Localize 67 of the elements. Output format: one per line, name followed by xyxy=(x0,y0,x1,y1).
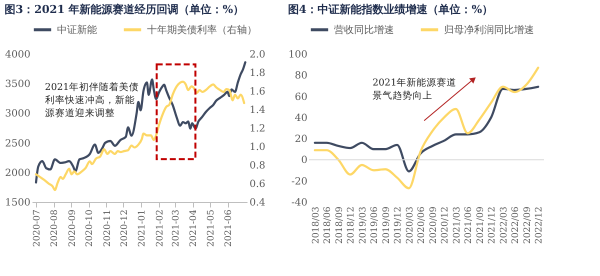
x-tick-label: 2020/12 xyxy=(440,206,451,244)
x-tick-label: 2019/12 xyxy=(394,206,404,244)
y-tick-label: 3500 xyxy=(5,79,30,90)
line-series xyxy=(34,80,246,192)
x-tick-label: 2021/06 xyxy=(464,206,474,244)
y-tick-label: 0 xyxy=(301,155,308,166)
y2-tick-label: 0.4 xyxy=(250,198,266,208)
x-tick-label: 2021-06 xyxy=(224,209,234,247)
y-tick-label: 60 xyxy=(294,92,308,103)
x-tick-label: 2019/09 xyxy=(382,206,392,244)
y-tick-label: 100 xyxy=(288,50,308,60)
y2-tick-label: 1.0 xyxy=(250,142,266,153)
line-series xyxy=(34,61,246,184)
y-tick-label: 1500 xyxy=(5,198,30,208)
x-tick-label: 2022/12 xyxy=(534,206,545,244)
x-tick-label: 2020/03 xyxy=(405,206,416,244)
x-tick-label: 2020-10 xyxy=(85,209,96,247)
line-series xyxy=(314,66,540,190)
x-tick-label: 2019/06 xyxy=(370,206,380,244)
x-tick-label: 2020/06 xyxy=(417,206,428,244)
y2-tick-label: 0.6 xyxy=(250,179,266,190)
legend-label: 十年期美债利率（右轴） xyxy=(147,24,257,36)
y-tick-label: 4000 xyxy=(5,50,30,60)
y-tick-label: 2000 xyxy=(5,168,30,179)
chart-title: 图3：2021 年新能源赛道经历回调（单位：%） xyxy=(4,3,244,16)
annotation: 2021年初伴随着美债利率快速冲高，新能源赛道迎来调整 xyxy=(44,81,140,120)
x-tick-label: 2018/12 xyxy=(346,206,357,244)
x-tick-label: 2021/09 xyxy=(476,206,486,244)
x-tick-label: 2018/06 xyxy=(323,206,334,244)
y-tick-label: 40 xyxy=(294,112,308,124)
x-tick-label: 2021/03 xyxy=(452,206,462,244)
y2-tick-label: 2.0 xyxy=(250,50,266,60)
y2-tick-label: 1.4 xyxy=(250,105,266,116)
line-series xyxy=(314,86,540,172)
y2-tick-label: 1.6 xyxy=(250,86,266,98)
y-tick-label: -40 xyxy=(291,198,308,208)
x-tick-label: 2021-02 xyxy=(155,210,166,247)
x-tick-label: 2021-05 xyxy=(206,209,216,247)
x-tick-label: 2020-11 xyxy=(102,210,113,247)
y2-tick-label: 1.2 xyxy=(250,124,266,134)
x-tick-label: 2021-04 xyxy=(189,209,200,247)
y-tick-label: 80 xyxy=(294,70,308,82)
x-tick-label: 2022/09 xyxy=(522,206,533,244)
legend-label: 营收同比增速 xyxy=(334,24,394,36)
annotation: 2021年新能源赛道景气趋势向上 xyxy=(372,76,457,102)
chart-title: 图4：中证新能指数业绩增速（单位：%） xyxy=(288,3,494,16)
legend-label: 中证新能 xyxy=(57,24,97,36)
y-tick-label: 2500 xyxy=(5,138,30,150)
x-tick-label: 2018/03 xyxy=(311,206,322,244)
x-tick-label: 2020-09 xyxy=(68,209,78,247)
y-tick-label: -20 xyxy=(291,176,308,188)
x-tick-label: 2021/12 xyxy=(488,206,498,244)
x-tick-label: 2020-07 xyxy=(32,209,43,247)
x-tick-label: 2019/03 xyxy=(358,206,368,244)
x-tick-label: 2020/09 xyxy=(428,206,439,244)
legend-label: 归母净利润同比增速 xyxy=(444,24,534,36)
x-tick-label: 2020-12 xyxy=(120,210,130,247)
x-tick-label: 2018/09 xyxy=(334,206,345,244)
y2-tick-label: 0.8 xyxy=(250,160,266,172)
y-tick-label: 3000 xyxy=(5,108,30,120)
x-tick-label: 2021-01 xyxy=(138,210,148,247)
x-tick-label: 2021-03 xyxy=(171,209,182,247)
x-tick-label: 2022/06 xyxy=(511,206,522,244)
y-tick-label: 20 xyxy=(294,134,308,146)
x-tick-label: 2020-08 xyxy=(50,209,60,247)
x-tick-label: 2022/03 xyxy=(499,206,510,244)
y2-tick-label: 1.8 xyxy=(250,68,266,79)
